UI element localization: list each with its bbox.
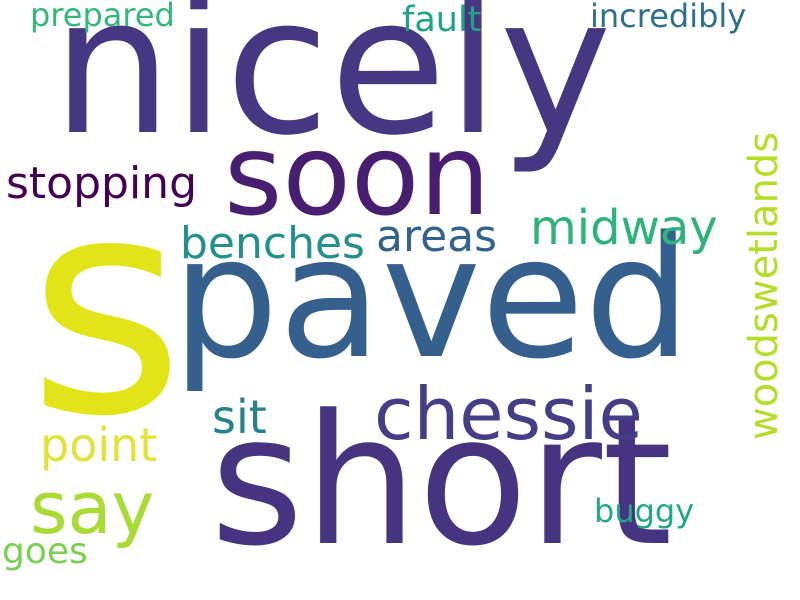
word-nicely: nicely: [52, 0, 612, 177]
word-buggy: buggy: [594, 492, 695, 530]
word-fault: fault: [402, 0, 482, 40]
word-prepared: prepared: [30, 0, 175, 34]
word-chessie: chessie: [374, 372, 643, 456]
word-s: s: [28, 133, 185, 482]
word-woodswetlands: woodswetlands: [741, 131, 787, 440]
word-benches: benches: [180, 218, 365, 269]
word-say: say: [30, 466, 155, 550]
word-point: point: [40, 418, 158, 472]
word-goes: goes: [2, 531, 88, 572]
word-short: short: [210, 377, 673, 586]
word-areas: areas: [376, 211, 498, 262]
word-sit: sit: [212, 390, 267, 444]
word-stopping: stopping: [6, 158, 197, 209]
word-incredibly: incredibly: [590, 0, 747, 35]
word-midway: midway: [530, 200, 718, 256]
word-paved: paved: [172, 200, 692, 396]
word-soon: soon: [224, 111, 491, 241]
